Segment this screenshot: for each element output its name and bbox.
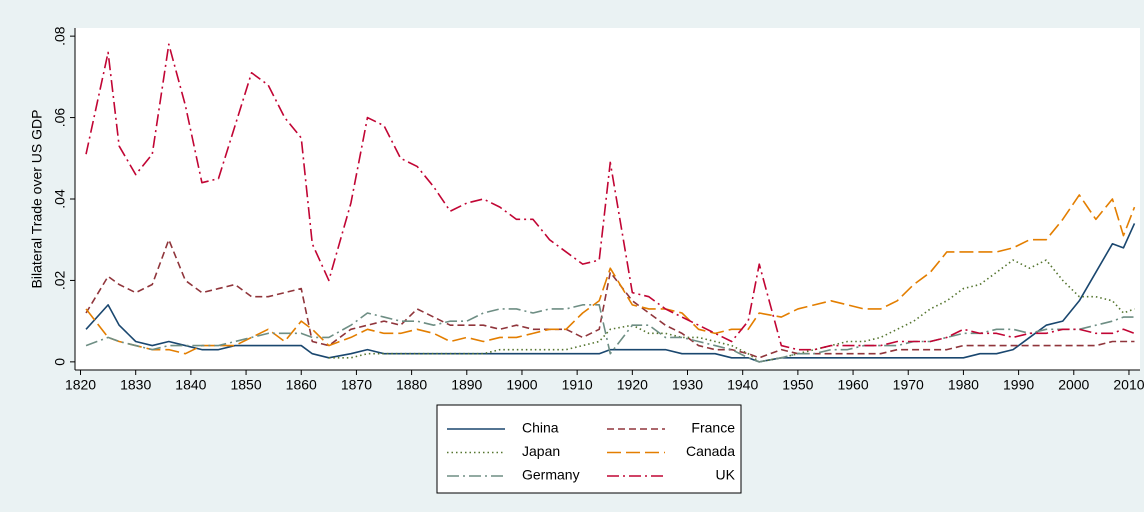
x-tick-label: 1880 xyxy=(396,377,427,393)
plot-region xyxy=(75,28,1140,370)
x-tick-label: 1820 xyxy=(65,377,96,393)
legend-label: France xyxy=(691,420,735,436)
x-tick-label: 1970 xyxy=(893,377,924,393)
x-tick-label: 1990 xyxy=(1003,377,1034,393)
x-tick-label: 2010 xyxy=(1113,377,1144,393)
y-tick-label: .04 xyxy=(52,189,68,209)
x-tick-label: 1930 xyxy=(672,377,703,393)
x-tick-label: 1960 xyxy=(837,377,868,393)
x-tick-label: 1860 xyxy=(286,377,317,393)
legend-box xyxy=(436,404,742,494)
legend-label: Germany xyxy=(522,467,580,483)
x-tick-label: 2000 xyxy=(1058,377,1089,393)
x-tick-label: 1870 xyxy=(341,377,372,393)
legend-label: China xyxy=(522,420,559,436)
series-line xyxy=(85,223,1136,363)
series-line xyxy=(85,238,1135,359)
series-line xyxy=(85,194,1136,355)
y-tick-label: .02 xyxy=(52,270,68,290)
series-line xyxy=(85,43,1135,351)
y-tick-label: 0 xyxy=(52,358,68,366)
x-tick-label: 1850 xyxy=(230,377,261,393)
x-tick-label: 1980 xyxy=(948,377,979,393)
x-tick-label: 1950 xyxy=(782,377,813,393)
x-tick-label: 1920 xyxy=(617,377,648,393)
legend-label: UK xyxy=(716,467,736,483)
series-line xyxy=(85,304,1135,363)
x-tick-label: 1940 xyxy=(727,377,758,393)
y-tick-label: .08 xyxy=(52,26,68,46)
x-tick-label: 1840 xyxy=(175,377,206,393)
x-tick-label: 1910 xyxy=(562,377,593,393)
legend-label: Japan xyxy=(522,443,560,459)
series-line xyxy=(328,259,1135,363)
x-tick-label: 1900 xyxy=(506,377,537,393)
legend-label: Canada xyxy=(686,443,735,459)
x-tick-label: 1890 xyxy=(451,377,482,393)
y-tick-label: .06 xyxy=(52,108,68,128)
y-axis-title: Bilateral Trade over US GDP xyxy=(29,110,45,289)
x-tick-label: 1830 xyxy=(120,377,151,393)
